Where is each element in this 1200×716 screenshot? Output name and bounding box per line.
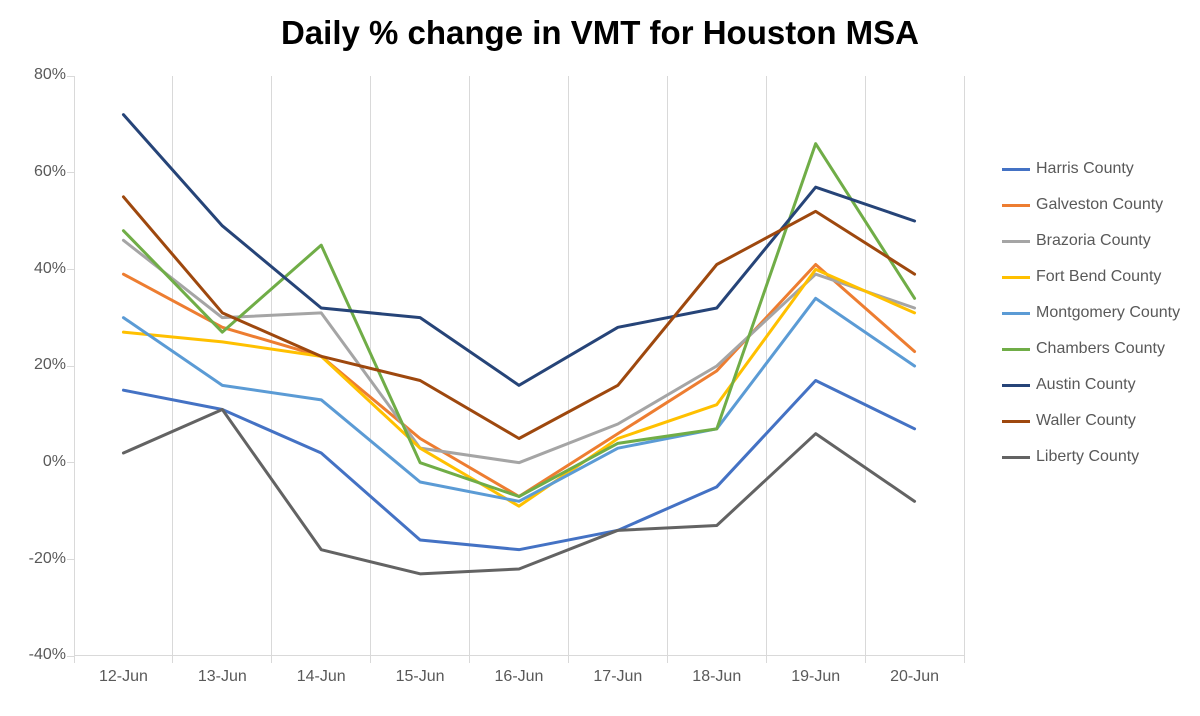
series-line xyxy=(123,381,914,550)
legend-label: Harris County xyxy=(1036,160,1134,178)
legend-label: Austin County xyxy=(1036,376,1136,394)
legend-swatch xyxy=(1002,420,1030,423)
legend-label: Liberty County xyxy=(1036,448,1139,466)
legend-swatch xyxy=(1002,348,1030,351)
legend-item: Brazoria County xyxy=(1002,232,1180,250)
legend-swatch xyxy=(1002,204,1030,207)
legend-label: Brazoria County xyxy=(1036,232,1151,250)
legend-swatch xyxy=(1002,384,1030,387)
legend-swatch xyxy=(1002,312,1030,315)
legend-item: Fort Bend County xyxy=(1002,268,1180,286)
legend-label: Chambers County xyxy=(1036,340,1165,358)
legend-swatch xyxy=(1002,168,1030,171)
legend-swatch xyxy=(1002,276,1030,279)
legend-item: Austin County xyxy=(1002,376,1180,394)
legend-item: Chambers County xyxy=(1002,340,1180,358)
legend-swatch xyxy=(1002,240,1030,243)
legend-label: Montgomery County xyxy=(1036,304,1180,322)
legend: Harris County Galveston County Brazoria Co… xyxy=(1002,160,1180,484)
series-line xyxy=(123,240,914,462)
legend-label: Waller County xyxy=(1036,412,1136,430)
legend-item: Waller County xyxy=(1002,412,1180,430)
legend-label: Fort Bend County xyxy=(1036,268,1161,286)
legend-item: Liberty County xyxy=(1002,448,1180,466)
legend-label: Galveston County xyxy=(1036,196,1163,214)
chart-container: Daily % change in VMT for Houston MSA -4… xyxy=(0,0,1200,716)
legend-item: Galveston County xyxy=(1002,196,1180,214)
legend-swatch xyxy=(1002,456,1030,459)
legend-item: Harris County xyxy=(1002,160,1180,178)
legend-item: Montgomery County xyxy=(1002,304,1180,322)
